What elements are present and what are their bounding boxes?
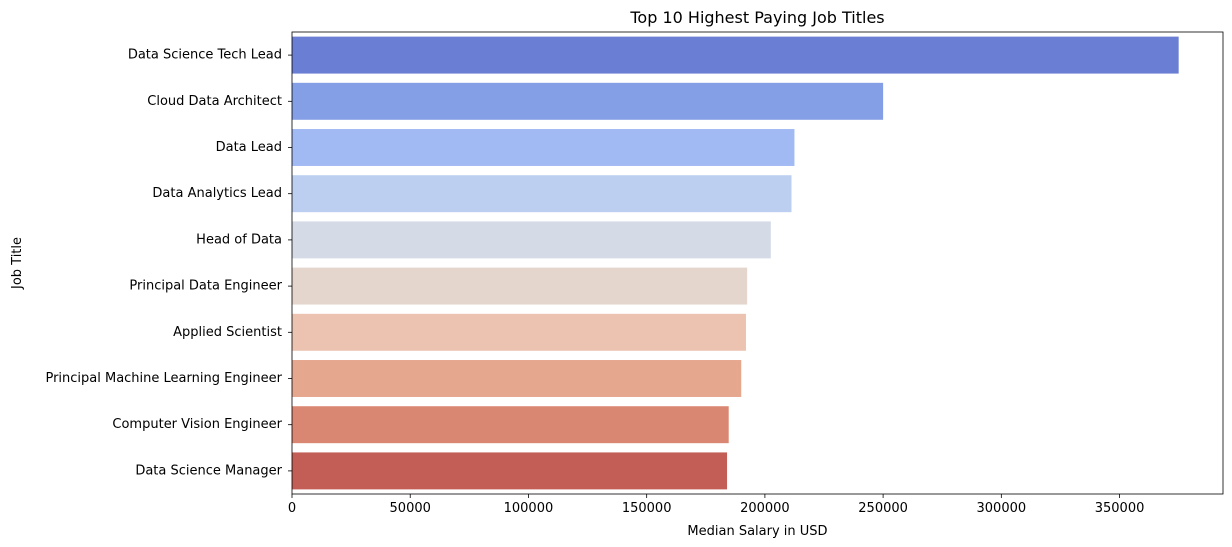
y-axis-label: Job Title [10, 237, 25, 290]
bar [292, 36, 1179, 74]
bar [292, 82, 884, 120]
x-tick-label: 50000 [390, 501, 431, 516]
bar [292, 313, 746, 351]
y-axis-ticks: Data Science Tech Lead Cloud Data Archite… [45, 48, 292, 478]
bar [292, 129, 795, 166]
x-tick-label: 250000 [858, 501, 908, 516]
bar [292, 406, 729, 444]
x-tick-label: 350000 [1095, 501, 1145, 516]
bar [292, 175, 792, 213]
x-axis-label: Median Salary in USD [687, 524, 827, 539]
chart-title: Top 10 Highest Paying Job Titles [629, 8, 884, 27]
bar [292, 360, 742, 397]
y-tick-label: Head of Data [196, 232, 282, 247]
x-tick-label: 0 [288, 501, 296, 516]
y-tick-label: Principal Machine Learning Engineer [45, 371, 282, 386]
x-tick-label: 150000 [622, 501, 672, 516]
y-tick-label: Data Science Manager [135, 463, 282, 478]
y-tick-label: Computer Vision Engineer [112, 417, 282, 432]
x-axis-ticks: 0 50000 100000 150000 200000 250000 300000 3500… [288, 494, 1145, 516]
bar [292, 267, 748, 305]
bar [292, 221, 771, 259]
y-tick-label: Cloud Data Architect [147, 94, 282, 109]
y-tick-label: Data Lead [216, 140, 282, 155]
x-tick-label: 300000 [977, 501, 1027, 516]
x-tick-label: 200000 [740, 501, 790, 516]
bars-group [292, 36, 1179, 490]
x-tick-label: 100000 [504, 501, 554, 516]
bar [292, 452, 728, 490]
y-tick-label: Applied Scientist [173, 325, 282, 340]
y-tick-label: Data Science Tech Lead [128, 48, 282, 63]
plot-frame [291, 31, 1224, 495]
y-tick-label: Data Analytics Lead [152, 186, 282, 201]
y-tick-label: Principal Data Engineer [129, 279, 282, 294]
